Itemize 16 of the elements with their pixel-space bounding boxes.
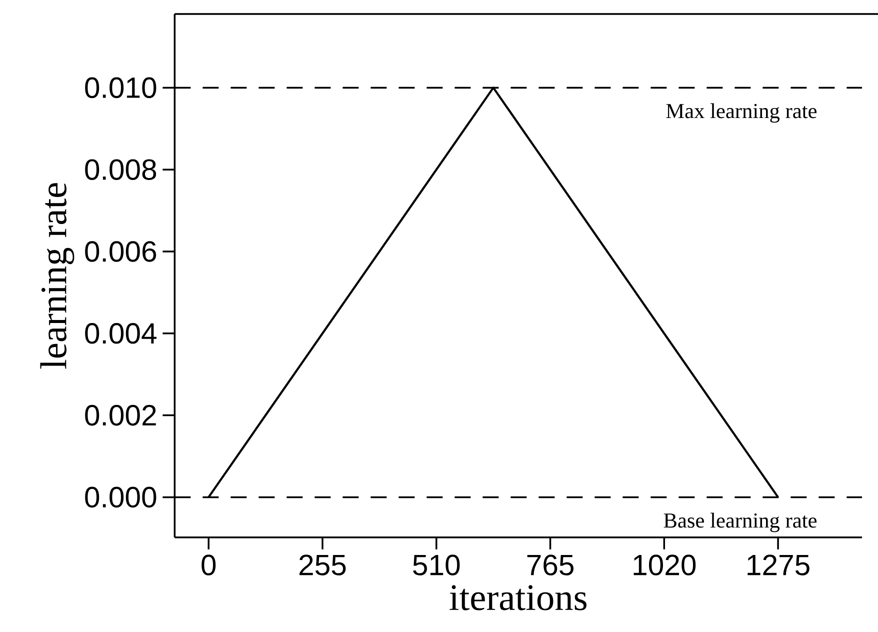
x-tick-label: 255 [300,554,346,576]
y-axis-title: learning rate [40,183,74,369]
y-tick-label: 0.004 [85,323,156,344]
x-axis-title: iterations [450,585,586,610]
x-tick-label: 1020 [634,554,696,576]
y-tick-label: 0.000 [85,486,156,508]
x-tick-label: 765 [527,554,574,576]
ref-line-label: Base learning rate [664,512,817,532]
y-tick-label: 0.006 [85,241,156,262]
x-tick-label: 1275 [748,554,810,576]
y-tick-label: 0.010 [85,77,156,98]
x-tick-label: 0 [202,554,216,576]
y-tick-label: 0.002 [85,404,156,426]
y-tick-label: 0.008 [85,159,156,180]
x-tick-label: 510 [413,554,460,576]
ref-line-label: Max learning rate [666,103,816,123]
